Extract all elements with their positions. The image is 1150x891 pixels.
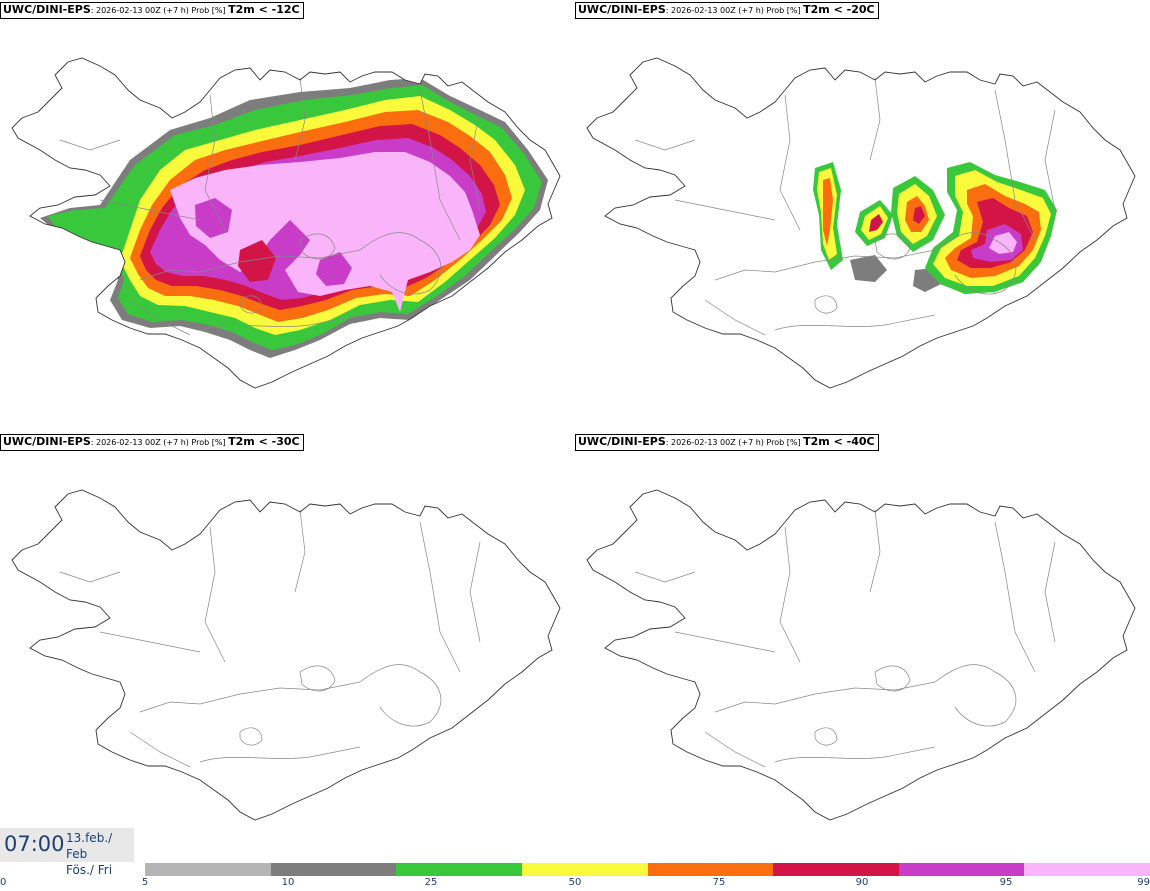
colorbar-segment [773, 863, 899, 876]
probability-contour [238, 240, 276, 282]
probability-contour [170, 152, 480, 312]
map-line [714, 249, 936, 281]
iceland-map-minus20 [586, 57, 1136, 389]
panel-title: UWC/DINI-EPS: 2026-02-13 00Z (+7 h) Prob… [0, 2, 304, 19]
map-line [874, 233, 911, 260]
map-line [934, 664, 1017, 727]
map-line [359, 232, 442, 295]
map-line [294, 77, 306, 161]
probability-contour [869, 214, 883, 232]
probability-contour [913, 206, 925, 224]
map-line [199, 746, 361, 763]
map-line [419, 521, 461, 673]
map-line [674, 631, 776, 653]
panel-title: UWC/DINI-EPS: 2026-02-13 00Z (+7 h) Prob… [575, 2, 879, 19]
map-line [869, 509, 881, 593]
map-line [239, 727, 263, 746]
map-panel-minus40: UWC/DINI-EPS: 2026-02-13 00Z (+7 h) Prob… [575, 432, 1150, 862]
iceland-coastline [586, 489, 1136, 821]
map-line [634, 571, 696, 583]
panel-title: UWC/DINI-EPS: 2026-02-13 00Z (+7 h) Prob… [575, 434, 879, 451]
map-line [99, 631, 201, 653]
iceland-map-minus30 [11, 489, 561, 821]
panel-title: UWC/DINI-EPS: 2026-02-13 00Z (+7 h) Prob… [0, 434, 304, 451]
map-line [139, 681, 361, 713]
map-panel-minus12: UWC/DINI-EPS: 2026-02-13 00Z (+7 h) Prob… [0, 0, 575, 430]
colorbar-tick-label: 25 [424, 877, 438, 888]
map-line [674, 199, 776, 221]
map-line [994, 521, 1036, 673]
map-line [469, 541, 481, 643]
map-line [774, 314, 936, 331]
colorbar-tick-label: 10 [281, 877, 295, 888]
valid-date-line2: Fös./ Fri [66, 863, 113, 877]
iceland-map-minus40 [586, 489, 1136, 821]
map-line [99, 199, 201, 221]
colorbar-segment [396, 863, 522, 876]
map-line [204, 94, 226, 231]
iceland-map-minus12 [11, 57, 561, 389]
probability-contour [850, 255, 887, 282]
map-line [934, 232, 1017, 295]
map-line [59, 139, 121, 151]
map-line [704, 731, 766, 768]
colorbar-segment [270, 863, 397, 876]
map-line [204, 526, 226, 663]
colorbar-tick-label: 0 [0, 877, 7, 888]
colorbar-segment [1024, 863, 1150, 876]
map-line [874, 665, 911, 692]
map-line [779, 94, 801, 231]
iceland-coastline [11, 489, 561, 821]
map-line [814, 727, 838, 746]
map-line [814, 295, 838, 314]
valid-date-line1: 13.feb./ Feb [66, 831, 113, 861]
probability-contour [195, 198, 232, 238]
map-line [139, 249, 361, 281]
map-line [129, 299, 191, 336]
colorbar-ticks: 0 5 10 25 50 75 90 95 99 [0, 877, 1150, 891]
colorbar-tick-label: 75 [712, 877, 726, 888]
map-line [299, 233, 336, 260]
valid-time-box: 07:00 13.feb./ Feb Fös./ Fri [0, 828, 134, 877]
colorbar-segment [647, 863, 774, 876]
iceland-coastline [11, 57, 561, 389]
map-line [469, 109, 481, 211]
map-line [129, 731, 191, 768]
map-line [199, 314, 361, 331]
map-line [994, 89, 1036, 241]
map-line [239, 295, 263, 314]
map-line [714, 681, 936, 713]
iceland-coastline [586, 57, 1136, 389]
colorbar-segment [898, 863, 1025, 876]
map-line [1044, 541, 1056, 643]
map-line [779, 526, 801, 663]
colorbar-tick-label: 5 [141, 877, 149, 888]
map-line [294, 509, 306, 593]
probability-colorbar [145, 863, 1150, 876]
colorbar-tick-label: 50 [568, 877, 582, 888]
probability-contour [989, 232, 1017, 254]
map-line [59, 571, 121, 583]
map-line [634, 139, 696, 151]
map-line [359, 664, 442, 727]
valid-date: 13.feb./ Feb Fös./ Fri [66, 830, 134, 878]
map-line [869, 77, 881, 161]
valid-time-clock: 07:00 [4, 832, 65, 856]
map-panel-minus20: UWC/DINI-EPS: 2026-02-13 00Z (+7 h) Prob… [575, 0, 1150, 430]
map-line [704, 299, 766, 336]
colorbar-tick-label: 95 [999, 877, 1013, 888]
map-line [1044, 109, 1056, 211]
probability-contour [316, 252, 352, 286]
map-line [774, 746, 936, 763]
colorbar-segment [145, 863, 271, 876]
colorbar-tick-label: 99 [1137, 877, 1150, 888]
map-panel-minus30: UWC/DINI-EPS: 2026-02-13 00Z (+7 h) Prob… [0, 432, 575, 862]
map-line [419, 89, 461, 241]
colorbar-tick-label: 90 [855, 877, 869, 888]
probability-contour [823, 178, 833, 246]
map-line [299, 665, 336, 692]
colorbar-segment [521, 863, 648, 876]
